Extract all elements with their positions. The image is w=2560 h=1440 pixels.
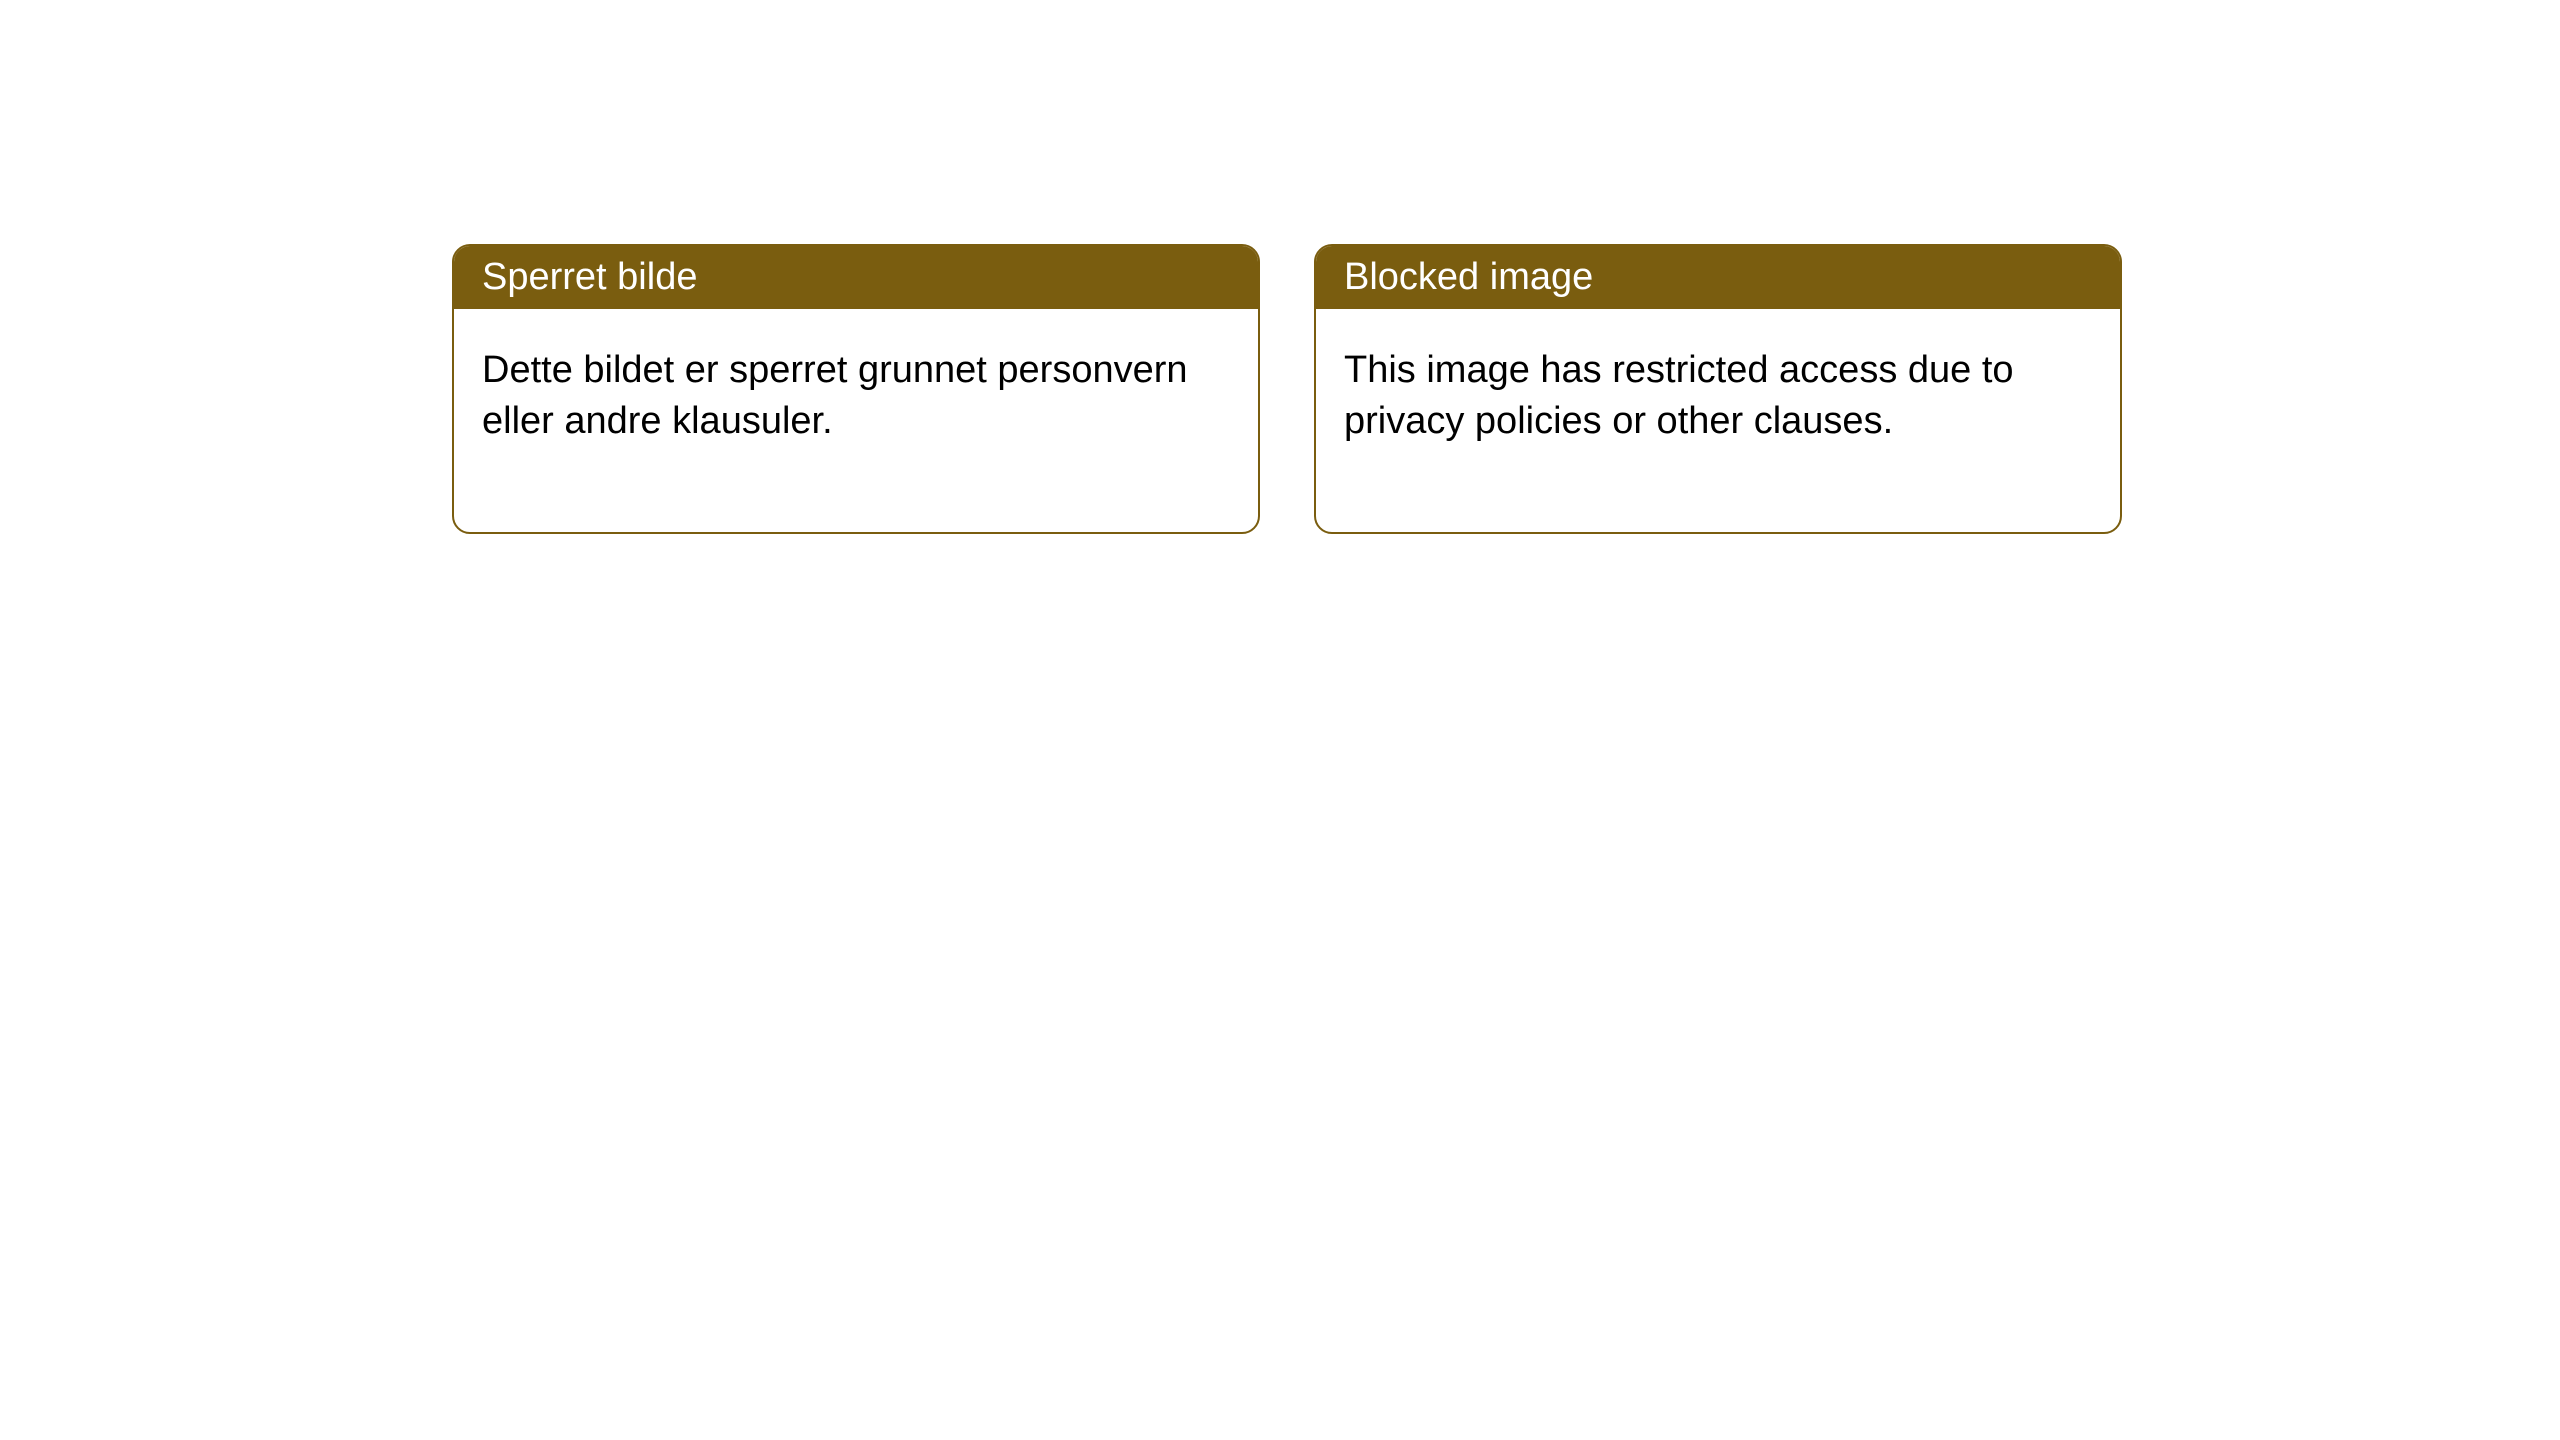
blocked-image-card-norwegian: Sperret bilde Dette bildet er sperret gr… [452, 244, 1260, 534]
card-header: Blocked image [1316, 246, 2120, 309]
blocked-image-card-english: Blocked image This image has restricted … [1314, 244, 2122, 534]
card-body-text: Dette bildet er sperret grunnet personve… [482, 349, 1188, 442]
card-header: Sperret bilde [454, 246, 1258, 309]
card-body-text: This image has restricted access due to … [1344, 349, 2014, 442]
card-container: Sperret bilde Dette bildet er sperret gr… [0, 0, 2560, 534]
card-body: Dette bildet er sperret grunnet personve… [454, 309, 1258, 532]
card-title: Blocked image [1344, 256, 1593, 298]
card-title: Sperret bilde [482, 256, 697, 298]
card-body: This image has restricted access due to … [1316, 309, 2120, 532]
